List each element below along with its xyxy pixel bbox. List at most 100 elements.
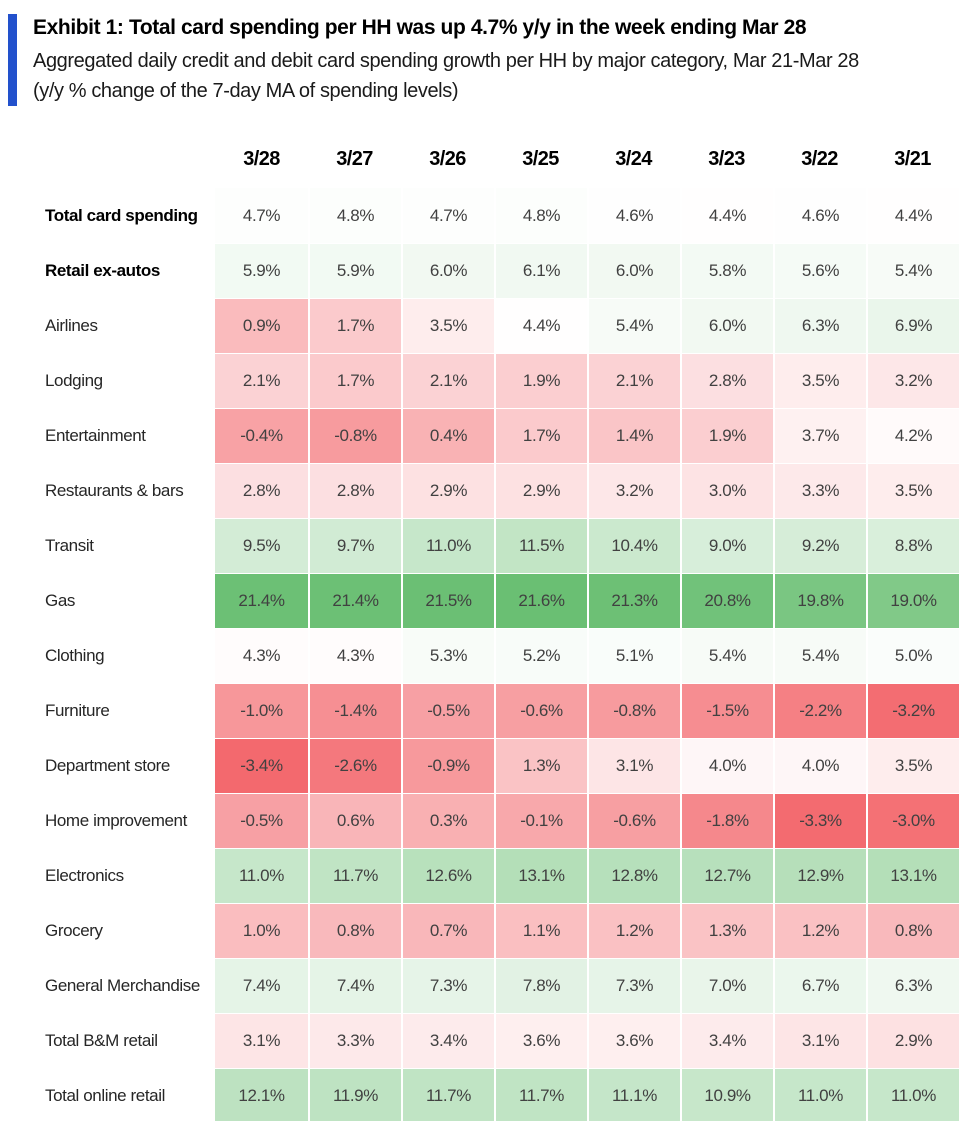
heatmap-cell: 4.8% — [308, 188, 401, 243]
heatmap-cell: 11.7% — [401, 1068, 494, 1121]
heatmap-cell: 2.9% — [401, 463, 494, 518]
heatmap-cell: -0.8% — [587, 683, 680, 738]
row-label: General Merchandise — [35, 958, 215, 1013]
heatmap-cell: 2.9% — [494, 463, 587, 518]
heatmap-cell: 2.1% — [215, 353, 308, 408]
heatmap-cell: 4.2% — [866, 408, 959, 463]
heatmap-row-total-card-spending: Total card spending 4.7% 4.8% 4.7% 4.8% 4.6% 4… — [35, 188, 959, 243]
heatmap-cell: 3.5% — [866, 738, 959, 793]
heatmap-cell: 11.7% — [494, 1068, 587, 1121]
heatmap-cell: 9.2% — [773, 518, 866, 573]
heatmap-cell: 4.6% — [587, 188, 680, 243]
heatmap-cell: 0.4% — [401, 408, 494, 463]
heatmap-cell: 5.6% — [773, 243, 866, 298]
heatmap-row-electronics: Electronics 11.0% 11.7% 12.6% 13.1% 12.8% 12.7… — [35, 848, 959, 903]
heatmap-cell: 21.4% — [215, 573, 308, 628]
heatmap-cell: 1.7% — [308, 353, 401, 408]
heatmap-cell: 5.1% — [587, 628, 680, 683]
column-header-3-23: 3/23 — [708, 147, 745, 170]
heatmap-cell: 3.0% — [680, 463, 773, 518]
heatmap-cell: 1.9% — [494, 353, 587, 408]
heatmap-cell: -0.1% — [494, 793, 587, 848]
heatmap-cell: 4.7% — [215, 188, 308, 243]
heatmap-cell: 6.9% — [866, 298, 959, 353]
column-header-3-26: 3/26 — [429, 147, 466, 170]
heatmap-cell: 11.9% — [308, 1068, 401, 1121]
heatmap-cell: 2.8% — [680, 353, 773, 408]
row-label: Transit — [35, 518, 215, 573]
heatmap-cell: -0.5% — [215, 793, 308, 848]
heatmap-cell: 3.6% — [587, 1013, 680, 1068]
heatmap-cell: 3.3% — [308, 1013, 401, 1068]
heatmap-row-lodging: Lodging 2.1% 1.7% 2.1% 1.9% 2.1% 2.8% 3.5% 3.2% — [35, 353, 959, 408]
heatmap-cell: 5.4% — [680, 628, 773, 683]
heatmap-cell: 0.9% — [215, 298, 308, 353]
heatmap-cell: 1.4% — [587, 408, 680, 463]
column-header-3-25: 3/25 — [522, 147, 559, 170]
heatmap-cell: -1.5% — [680, 683, 773, 738]
heatmap-cell: 9.0% — [680, 518, 773, 573]
exhibit-header: Exhibit 1: Total card spending per HH wa… — [0, 0, 960, 106]
heatmap-cell: 11.0% — [401, 518, 494, 573]
heatmap-cell: 0.6% — [308, 793, 401, 848]
row-label: Total B&M retail — [35, 1013, 215, 1068]
heatmap-cell: 6.0% — [401, 243, 494, 298]
heatmap-row-home-improvement: Home improvement -0.5% 0.6% 0.3% -0.1% -0.6% -… — [35, 793, 959, 848]
exhibit-title: Exhibit 1: Total card spending per HH wa… — [33, 16, 807, 39]
heatmap-cell: 7.4% — [308, 958, 401, 1013]
heatmap-cell: 6.3% — [773, 298, 866, 353]
heatmap-cell: -0.4% — [215, 408, 308, 463]
row-label: Airlines — [35, 298, 215, 353]
heatmap-cell: 13.1% — [866, 848, 959, 903]
heatmap-cell: 3.2% — [866, 353, 959, 408]
heatmap-cell: 3.5% — [401, 298, 494, 353]
heatmap-cell: 4.4% — [866, 188, 959, 243]
heatmap-cell: -3.3% — [773, 793, 866, 848]
heatmap-cell: 5.0% — [866, 628, 959, 683]
heatmap-cell: 0.8% — [866, 903, 959, 958]
heatmap-cell: 21.5% — [401, 573, 494, 628]
heatmap-cell: 2.1% — [401, 353, 494, 408]
heatmap-cell: 12.9% — [773, 848, 866, 903]
heatmap-cell: 12.7% — [680, 848, 773, 903]
heatmap-cell: 13.1% — [494, 848, 587, 903]
column-header-3-28: 3/28 — [243, 147, 280, 170]
heatmap-cell: -1.4% — [308, 683, 401, 738]
heatmap-row-retail-ex-autos: Retail ex-autos 5.9% 5.9% 6.0% 6.1% 6.0% 5.8% 5… — [35, 243, 959, 298]
heatmap-cell: 6.0% — [587, 243, 680, 298]
heatmap-cell: 5.2% — [494, 628, 587, 683]
heatmap-cell: 3.3% — [773, 463, 866, 518]
heatmap-cell: 4.7% — [401, 188, 494, 243]
heatmap-cell: 5.4% — [866, 243, 959, 298]
accent-bar — [8, 14, 17, 106]
row-label: Grocery — [35, 903, 215, 958]
heatmap-cell: 19.8% — [773, 573, 866, 628]
heatmap-row-general-merchandise: General Merchandise 7.4% 7.4% 7.3% 7.8% 7.3% 7… — [35, 958, 959, 1013]
heatmap-cell: 1.7% — [494, 408, 587, 463]
row-label: Gas — [35, 573, 215, 628]
exhibit-header-text: Exhibit 1: Total card spending per HH wa… — [33, 14, 859, 106]
heatmap-cell: 3.2% — [587, 463, 680, 518]
heatmap-cell: -2.2% — [773, 683, 866, 738]
heatmap-cell: 5.9% — [308, 243, 401, 298]
heatmap-body: Total card spending 4.7% 4.8% 4.7% 4.8% 4.6% 4… — [35, 188, 959, 1121]
heatmap-row-airlines: Airlines 0.9% 1.7% 3.5% 4.4% 5.4% 6.0% 6.3% 6.9% — [35, 298, 959, 353]
heatmap-cell: 9.5% — [215, 518, 308, 573]
heatmap-cell: 11.0% — [773, 1068, 866, 1121]
heatmap-cell: 0.7% — [401, 903, 494, 958]
row-label: Lodging — [35, 353, 215, 408]
heatmap-cell: 11.5% — [494, 518, 587, 573]
heatmap-row-grocery: Grocery 1.0% 0.8% 0.7% 1.1% 1.2% 1.3% 1.2% 0.8% — [35, 903, 959, 958]
spending-heatmap: 3/28 3/27 3/26 3/25 3/24 3/23 3/22 3/21 Total c… — [35, 140, 959, 1121]
heatmap-cell: 7.8% — [494, 958, 587, 1013]
heatmap-row-restaurants-bars: Restaurants & bars 2.8% 2.8% 2.9% 2.9% 3.2% 3.… — [35, 463, 959, 518]
heatmap-cell: 12.1% — [215, 1068, 308, 1121]
heatmap-cell: 21.3% — [587, 573, 680, 628]
heatmap-cell: 4.4% — [680, 188, 773, 243]
heatmap-cell: -0.6% — [587, 793, 680, 848]
heatmap-cell: 1.9% — [680, 408, 773, 463]
heatmap-cell: 4.8% — [494, 188, 587, 243]
heatmap-cell: 1.0% — [215, 903, 308, 958]
heatmap-row-furniture: Furniture -1.0% -1.4% -0.5% -0.6% -0.8% -1.5% -… — [35, 683, 959, 738]
